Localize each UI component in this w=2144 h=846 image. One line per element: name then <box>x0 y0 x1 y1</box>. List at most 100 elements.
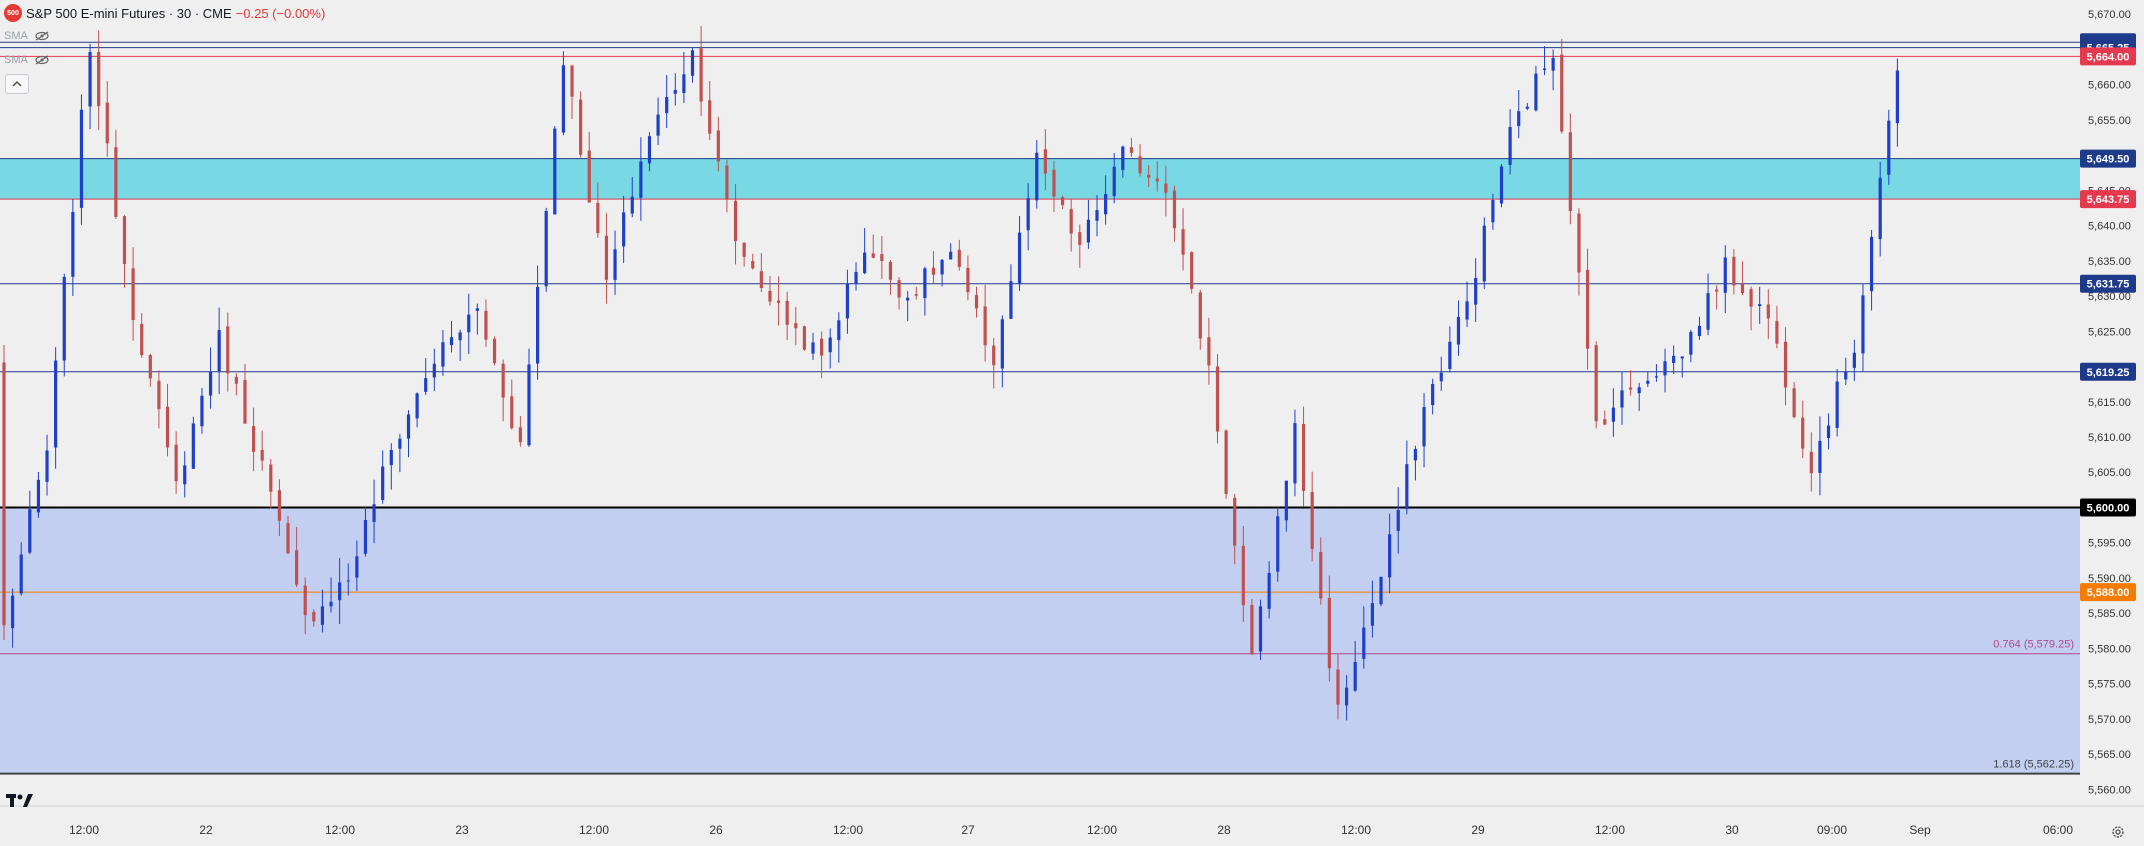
candle-body <box>1172 190 1177 229</box>
time-tick-label: 27 <box>961 823 975 837</box>
candle-body <box>845 283 850 319</box>
fib-label: 0.764 (5,579.25) <box>1993 639 2074 651</box>
candle-body <box>1276 516 1280 572</box>
time-tick-label: 12:00 <box>833 823 863 837</box>
candle-body <box>794 323 798 329</box>
candle-body <box>1637 387 1641 394</box>
candle-body <box>544 211 548 287</box>
candle-body <box>733 200 738 242</box>
candle-body <box>768 290 772 302</box>
candle-body <box>1697 325 1702 336</box>
candle-body <box>1310 491 1314 550</box>
symbol-badge[interactable]: 500 <box>4 4 22 22</box>
price-tick-label: 5,570.00 <box>2088 714 2131 726</box>
candle-body <box>802 326 806 350</box>
candle-body <box>424 378 428 392</box>
candle-body <box>1749 289 1753 307</box>
price-tick-label: 5,625.00 <box>2088 326 2131 338</box>
candle-body <box>1043 149 1047 174</box>
candle-body <box>863 252 867 274</box>
candle-body <box>1585 269 1590 349</box>
collapse-legend-button[interactable] <box>5 74 29 94</box>
candle-body <box>1009 281 1013 319</box>
gear-icon[interactable] <box>2110 824 2126 840</box>
time-tick-label: 30 <box>1725 823 1739 837</box>
candle-body <box>1560 54 1564 132</box>
candle-body <box>71 211 75 277</box>
time-tick-label: 12:00 <box>69 823 99 837</box>
candle-body <box>630 196 634 214</box>
candle-body <box>897 280 901 298</box>
candle-body <box>1431 384 1435 406</box>
candle-body <box>1026 198 1030 231</box>
candle-body <box>1723 257 1727 293</box>
candle-body <box>54 360 58 448</box>
candle-body <box>2 362 6 626</box>
price-level-label: 5,619.25 <box>2087 367 2130 379</box>
eye-crossed-icon[interactable] <box>34 55 50 65</box>
candle-body <box>501 363 505 398</box>
price-tick-label: 5,655.00 <box>2088 115 2131 127</box>
price-level-label: 5,664.00 <box>2087 51 2130 63</box>
candle-body <box>561 65 566 133</box>
price-level-badge <box>2080 47 2136 66</box>
candle-body <box>157 380 161 410</box>
candle-body <box>1121 146 1125 170</box>
candle-body <box>811 342 815 354</box>
price-level-label: 5,600.00 <box>2087 502 2130 514</box>
candle-body <box>1017 232 1022 284</box>
candle-body <box>1783 341 1788 388</box>
candle-body <box>1869 236 1874 292</box>
indicator-row-sma-2[interactable]: SMA <box>4 54 50 66</box>
candle-body <box>974 295 979 309</box>
candle-body <box>1224 430 1228 494</box>
candle-body <box>785 300 789 325</box>
candle-body <box>699 48 703 102</box>
candle-body <box>1207 337 1211 366</box>
candle-body <box>1508 127 1512 165</box>
candle-body <box>303 585 307 616</box>
candle-body <box>1482 225 1486 282</box>
candle-body <box>11 595 15 629</box>
candle-body <box>329 601 333 607</box>
price-tick-label: 5,605.00 <box>2088 467 2131 479</box>
candle-body <box>596 202 600 234</box>
eye-crossed-icon[interactable] <box>34 31 50 41</box>
symbol-title[interactable]: S&P 500 E-mini Futures · 30 · CME <box>26 5 232 21</box>
candle-body <box>19 554 23 594</box>
candle-body <box>613 249 617 280</box>
candle-body <box>1603 419 1607 425</box>
indicator-row-sma-1[interactable]: SMA <box>4 30 50 42</box>
price-tick-label: 5,635.00 <box>2088 256 2131 268</box>
candle-body <box>226 326 230 374</box>
candle-body <box>260 449 264 461</box>
candle-body <box>1801 417 1805 449</box>
candle-body <box>1551 57 1555 71</box>
price-tick-label: 5,565.00 <box>2088 749 2131 761</box>
time-tick-label: 29 <box>1471 823 1485 837</box>
candle-body <box>415 393 419 419</box>
fib-label: 1.618 (5,562.25) <box>1993 759 2074 771</box>
candle-body <box>1568 132 1572 212</box>
candle-body <box>174 444 178 482</box>
time-tick-label: 12:00 <box>325 823 355 837</box>
candle-body <box>931 267 936 275</box>
tradingview-logo[interactable] <box>6 792 36 808</box>
candle-body <box>1456 316 1461 345</box>
time-tick-label: 12:00 <box>1087 823 1117 837</box>
candle-body <box>1052 169 1056 197</box>
candle-body <box>1336 669 1340 705</box>
candle-body <box>570 65 574 97</box>
time-tick-label: 12:00 <box>1595 823 1625 837</box>
candle-body <box>1499 166 1504 204</box>
candle-body <box>475 308 479 311</box>
price-level-badge <box>2080 190 2136 209</box>
candle-body <box>1086 219 1090 243</box>
candle-body <box>1534 73 1538 111</box>
candle-body <box>389 449 393 466</box>
candle-body <box>820 338 824 356</box>
price-tick-label: 5,575.00 <box>2088 679 2131 691</box>
candle-body <box>1577 213 1581 273</box>
candle-body <box>1147 174 1151 178</box>
